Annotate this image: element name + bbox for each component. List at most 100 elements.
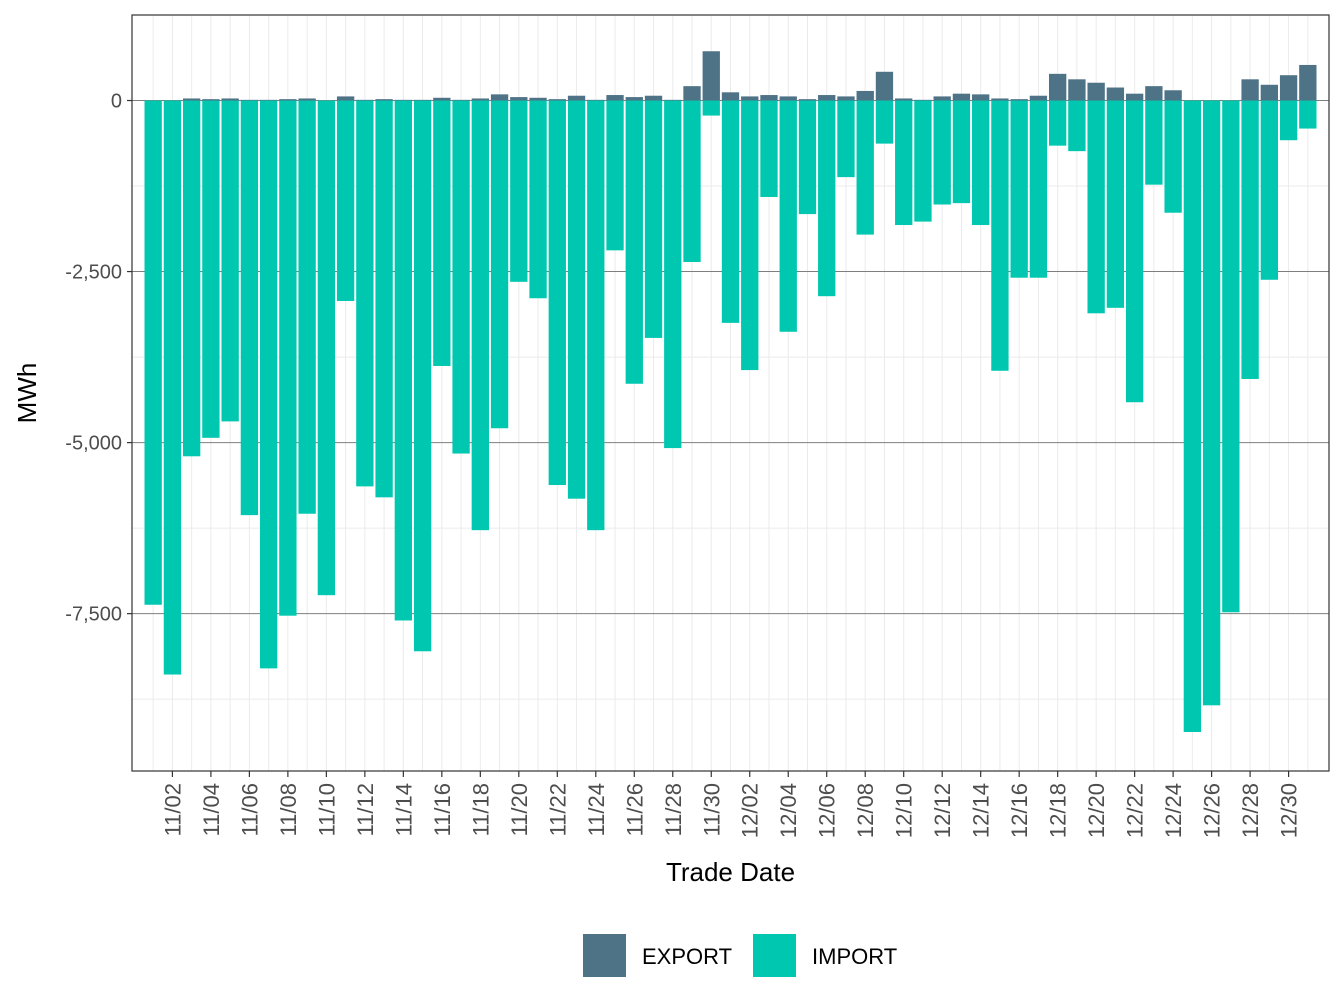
bar-import-12-05 [798,100,817,215]
bar-export-12-16 [1010,99,1028,101]
x-axis-title: Trade Date [666,857,795,887]
bar-export-11-26 [625,97,643,101]
bar-export-12-13 [952,93,971,101]
bar-import-12-15 [991,100,1009,371]
x-tick-label: 12/10 [892,783,917,838]
x-tick-label: 11/08 [276,783,301,836]
bar-import-11-04 [202,100,220,438]
bar-import-11-11 [336,100,355,301]
bar-import-12-28 [1241,100,1259,379]
bar-export-11-11 [336,96,355,101]
x-tick-label: 12/06 [815,783,840,838]
bar-import-12-30 [1279,100,1298,141]
bar-export-11-13 [375,99,393,101]
y-axis: 0 -2,500 -5,000 -7,500 [65,91,132,626]
bar-import-11-18 [471,100,489,531]
bar-export-12-17 [1029,95,1048,101]
x-tick-label: 12/26 [1200,783,1225,838]
bar-import-12-23 [1145,100,1163,185]
x-tick-label: 12/08 [853,783,878,838]
x-tick-label: 11/20 [507,783,532,836]
x-tick-label: 12/28 [1238,783,1263,838]
y-tick-label: -5,000 [65,433,122,455]
bar-import-12-01 [721,100,740,323]
bar-import-11-15 [413,100,432,652]
x-axis: 11/02 11/04 11/06 11/08 11/10 11/12 11/14 11/16… [160,771,1302,838]
bar-export-12-04 [779,96,797,101]
plot-panel-border [131,14,1330,772]
bar-import-11-16 [433,100,451,366]
bar-export-11-03 [182,98,201,101]
bar-export-11-21 [529,97,547,101]
bar-export-11-09 [298,98,316,101]
y-tick-label: 0 [111,91,122,113]
bar-import-11-14 [394,100,413,621]
bar-import-12-24 [1164,100,1182,213]
bar-import-12-18 [1048,100,1067,146]
bar-export-12-08 [856,90,874,101]
bar-import-12-13 [952,100,971,204]
x-tick-label: 12/16 [1007,783,1032,838]
bar-import-11-23 [567,100,586,499]
bar-import-11-19 [490,100,509,429]
bar-import-11-06 [240,100,259,516]
x-tick-label: 11/16 [430,783,455,836]
bar-export-11-28 [664,99,682,101]
legend-key-export [583,934,626,977]
bar-export-11-19 [490,94,509,101]
x-tick-label: 11/06 [237,783,262,836]
bar-import-12-11 [914,100,932,222]
bar-export-11-15 [413,99,432,101]
bar-import-11-12 [356,100,374,487]
x-tick-label: 12/20 [1084,783,1109,838]
bar-import-11-21 [529,100,547,299]
bar-export-12-03 [760,95,778,101]
bar-import-12-12 [933,100,951,205]
bar-import-12-04 [779,100,797,332]
bar-export-12-10 [895,98,913,101]
bar-import-12-26 [1202,100,1221,706]
bar-export-12-06 [818,95,836,101]
bar-import-12-08 [856,100,874,235]
bar-export-12-05 [798,99,817,101]
y-axis-title: MWh [12,363,42,424]
bar-export-12-22 [1125,93,1144,101]
bar-export-12-18 [1048,73,1067,101]
bar-import-11-25 [606,100,624,251]
bar-import-12-07 [837,100,855,178]
bar-import-11-09 [298,100,316,514]
bar-import-12-09 [875,100,894,144]
x-tick-label: 12/24 [1161,783,1186,838]
bar-import-11-13 [375,100,393,498]
bar-export-12-11 [914,99,932,101]
bar-export-12-28 [1241,79,1259,101]
x-tick-label: 12/02 [738,783,763,838]
x-tick-label: 12/14 [969,783,994,838]
bar-export-11-27 [644,95,663,101]
bar-import-11-05 [221,100,239,422]
bar-import-12-06 [818,100,836,297]
bar-export-12-02 [741,96,759,101]
bar-export-12-21 [1106,87,1125,101]
x-tick-label: 12/30 [1277,783,1302,838]
bar-import-12-16 [1010,100,1028,278]
bar-import-11-27 [644,100,663,338]
bar-export-11-06 [240,99,259,101]
bar-import-11-20 [510,100,528,282]
x-tick-label: 11/30 [699,783,724,836]
x-tick-label: 11/12 [353,783,378,836]
bar-export-11-05 [221,98,239,101]
x-tick-label: 11/26 [622,783,647,836]
legend: EXPORT IMPORT [583,934,897,977]
bar-import-11-26 [625,100,643,384]
bar-import-11-22 [548,100,566,486]
bar-export-11-16 [433,97,451,101]
bar-export-12-23 [1145,86,1163,101]
bar-export-11-18 [471,98,489,101]
legend-key-import [753,934,796,977]
x-tick-label: 11/10 [314,783,339,836]
bar-export-11-30 [702,51,720,101]
bar-export-11-07 [259,99,278,101]
bar-export-11-08 [279,99,297,101]
